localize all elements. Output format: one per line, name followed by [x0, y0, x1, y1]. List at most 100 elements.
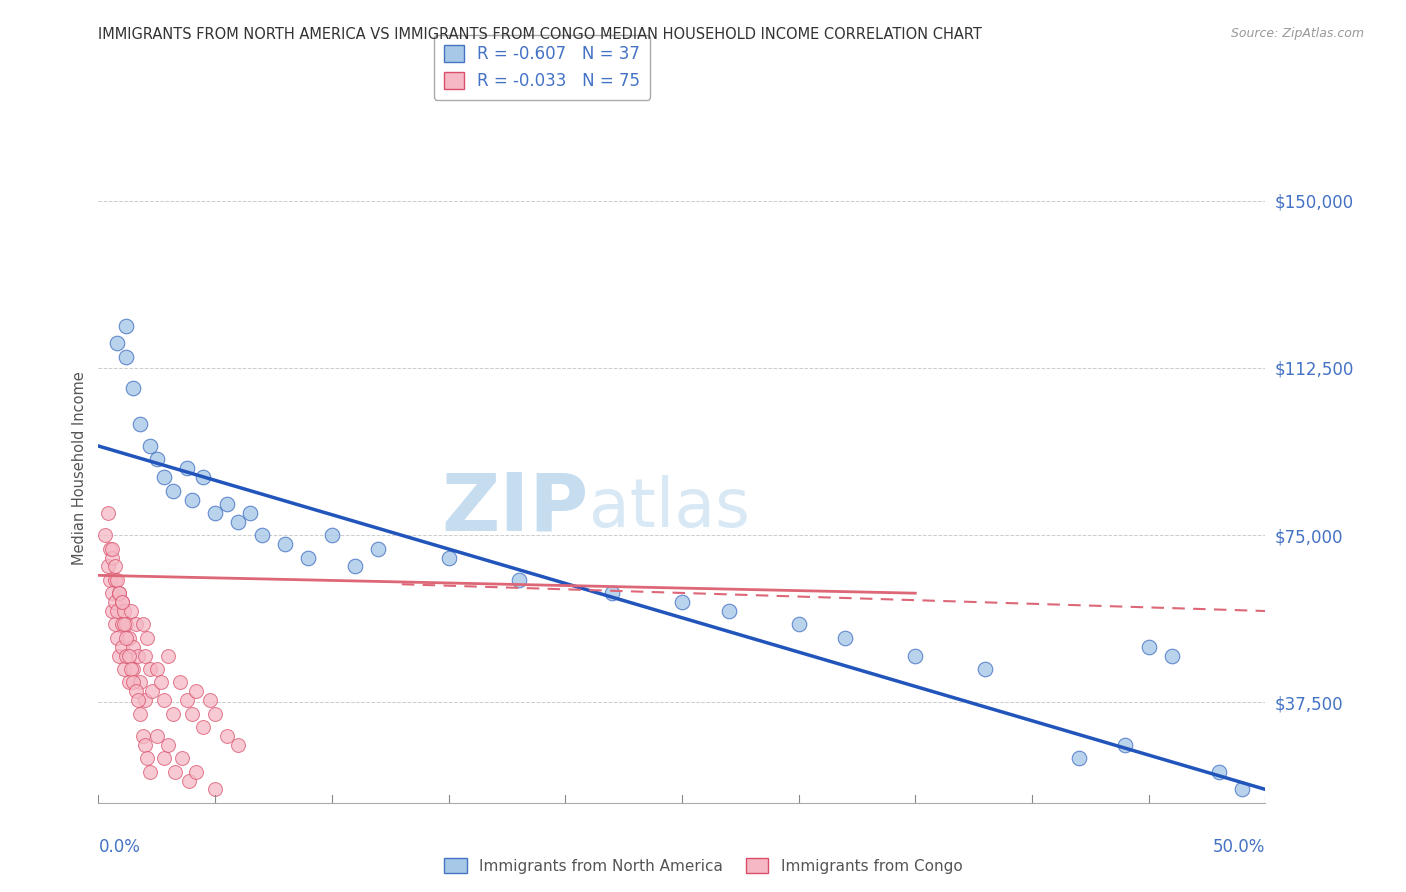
- Point: [974, 662, 997, 676]
- Point: [101, 550, 124, 565]
- Point: [118, 648, 141, 663]
- Point: [787, 617, 810, 632]
- Point: [105, 604, 128, 618]
- Point: [115, 648, 138, 663]
- Point: [129, 675, 152, 690]
- Point: [115, 350, 138, 364]
- Point: [111, 640, 134, 654]
- Point: [367, 541, 389, 556]
- Point: [122, 640, 145, 654]
- Point: [180, 492, 202, 507]
- Text: 50.0%: 50.0%: [1213, 838, 1265, 856]
- Point: [139, 764, 162, 779]
- Point: [111, 617, 134, 632]
- Point: [94, 528, 117, 542]
- Point: [101, 541, 124, 556]
- Point: [228, 515, 250, 529]
- Point: [204, 782, 226, 797]
- Y-axis label: Median Household Income: Median Household Income: [72, 371, 87, 566]
- Point: [129, 706, 152, 721]
- Point: [152, 470, 174, 484]
- Point: [180, 706, 202, 721]
- Point: [239, 506, 262, 520]
- Point: [1114, 738, 1136, 752]
- Point: [136, 631, 159, 645]
- Point: [146, 452, 169, 467]
- Point: [162, 706, 184, 721]
- Point: [508, 573, 530, 587]
- Point: [120, 604, 142, 618]
- Point: [344, 559, 367, 574]
- Point: [122, 675, 145, 690]
- Point: [157, 648, 180, 663]
- Point: [1208, 764, 1230, 779]
- Point: [98, 541, 121, 556]
- Point: [101, 586, 124, 600]
- Point: [101, 604, 124, 618]
- Point: [127, 693, 149, 707]
- Point: [136, 751, 159, 765]
- Point: [204, 706, 226, 721]
- Point: [97, 559, 120, 574]
- Point: [215, 729, 238, 743]
- Point: [111, 595, 134, 609]
- Point: [186, 684, 208, 698]
- Point: [297, 550, 319, 565]
- Point: [108, 648, 131, 663]
- Point: [134, 648, 156, 663]
- Point: [134, 693, 156, 707]
- Point: [193, 720, 215, 734]
- Point: [157, 738, 180, 752]
- Point: [132, 729, 155, 743]
- Point: [134, 738, 156, 752]
- Point: [165, 764, 187, 779]
- Point: [671, 595, 693, 609]
- Point: [112, 604, 135, 618]
- Point: [834, 631, 856, 645]
- Point: [105, 573, 128, 587]
- Point: [104, 617, 127, 632]
- Point: [108, 586, 131, 600]
- Point: [717, 604, 740, 618]
- Text: 0.0%: 0.0%: [98, 838, 141, 856]
- Point: [139, 439, 162, 453]
- Point: [108, 586, 131, 600]
- Point: [204, 506, 226, 520]
- Point: [139, 662, 162, 676]
- Point: [176, 693, 198, 707]
- Point: [215, 497, 238, 511]
- Point: [200, 693, 222, 707]
- Point: [125, 684, 148, 698]
- Text: Source: ZipAtlas.com: Source: ZipAtlas.com: [1230, 27, 1364, 40]
- Point: [127, 648, 149, 663]
- Legend: Immigrants from North America, Immigrants from Congo: Immigrants from North America, Immigrant…: [437, 852, 969, 880]
- Text: IMMIGRANTS FROM NORTH AMERICA VS IMMIGRANTS FROM CONGO MEDIAN HOUSEHOLD INCOME C: IMMIGRANTS FROM NORTH AMERICA VS IMMIGRA…: [98, 27, 983, 42]
- Point: [152, 751, 174, 765]
- Point: [120, 662, 142, 676]
- Point: [1137, 640, 1160, 654]
- Point: [904, 648, 927, 663]
- Point: [105, 631, 128, 645]
- Point: [104, 573, 127, 587]
- Point: [169, 675, 191, 690]
- Point: [1067, 751, 1090, 765]
- Point: [104, 595, 127, 609]
- Point: [112, 617, 135, 632]
- Point: [125, 617, 148, 632]
- Point: [150, 675, 173, 690]
- Point: [228, 738, 250, 752]
- Point: [274, 537, 297, 551]
- Point: [112, 662, 135, 676]
- Point: [132, 617, 155, 632]
- Point: [122, 662, 145, 676]
- Point: [115, 631, 138, 645]
- Point: [152, 693, 174, 707]
- Text: atlas: atlas: [589, 475, 749, 541]
- Legend: R = -0.607   N = 37, R = -0.033   N = 75: R = -0.607 N = 37, R = -0.033 N = 75: [433, 35, 650, 100]
- Point: [141, 684, 163, 698]
- Point: [118, 675, 141, 690]
- Point: [115, 318, 138, 333]
- Point: [97, 506, 120, 520]
- Point: [118, 631, 141, 645]
- Point: [1230, 782, 1253, 797]
